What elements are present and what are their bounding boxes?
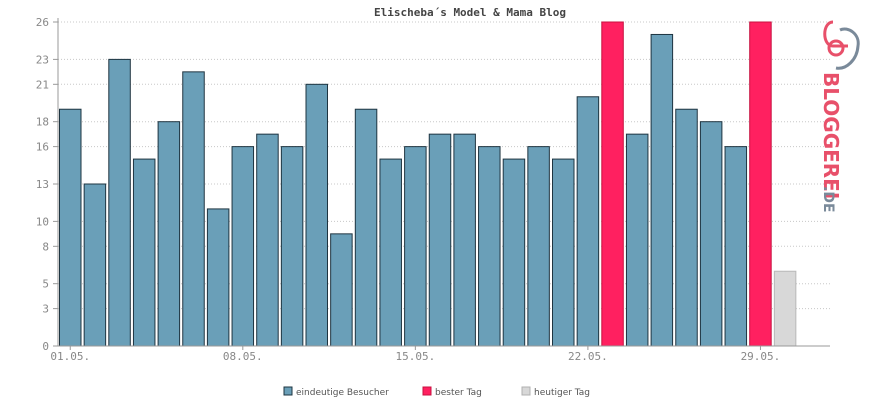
logo-text: BLOGGEREI xyxy=(819,72,843,199)
bar-visitors xyxy=(280,146,304,347)
x-tick-label: 08.05. xyxy=(223,350,263,363)
bar-visitors xyxy=(404,146,427,347)
logo-suffix: .DE xyxy=(820,186,836,213)
bar-best xyxy=(749,21,772,347)
x-tick-labels: 01.05. 08.05. 15.05. 22.05. 29.05. xyxy=(50,346,780,363)
bar-visitors xyxy=(724,146,748,347)
bar-visitors xyxy=(330,233,353,347)
y-tick-label: 18 xyxy=(36,116,49,129)
y-tick-label: 3 xyxy=(42,303,49,316)
bar-visitors xyxy=(552,158,575,347)
bar-visitors xyxy=(502,158,526,347)
y-tick-label: 13 xyxy=(36,178,49,191)
y-tick-label: 16 xyxy=(36,141,49,154)
bar-visitors xyxy=(132,158,156,347)
logo-icon xyxy=(823,20,860,70)
bar-visitors xyxy=(354,108,378,347)
bar-visitors xyxy=(527,146,550,347)
bar-visitors xyxy=(256,133,279,347)
y-tick-label: 8 xyxy=(42,240,49,253)
bar-visitors xyxy=(453,133,476,347)
bloggerei-logo: BLOGGEREI .DE xyxy=(819,20,860,213)
x-tick-label: 22.05. xyxy=(568,350,608,363)
bars xyxy=(59,21,797,347)
bar-visitors xyxy=(625,133,649,347)
legend-swatch-visitors xyxy=(283,386,293,396)
legend-label-today: heutiger Tag xyxy=(534,388,590,398)
bar-visitors xyxy=(428,133,452,347)
bar-today xyxy=(773,270,797,347)
y-tick-label: 0 xyxy=(42,340,49,353)
x-tick-label: 01.05. xyxy=(50,350,90,363)
bar-visitors xyxy=(59,108,82,347)
bar-visitors xyxy=(305,83,328,347)
legend-label-best: bester Tag xyxy=(435,388,482,398)
legend-label-visitors: eindeutige Besucher xyxy=(296,388,389,398)
x-tick-label: 15.05. xyxy=(395,350,435,363)
bar-visitors xyxy=(478,146,501,347)
legend-swatch-best xyxy=(422,386,432,396)
bar-visitors xyxy=(108,58,131,347)
legend-swatch-today xyxy=(521,386,531,396)
bar-visitors xyxy=(157,121,181,347)
legend: eindeutige Besucher bester Tag heutiger Ta… xyxy=(283,386,590,398)
y-tick-label: 10 xyxy=(36,215,49,228)
bar-visitors xyxy=(675,108,698,347)
bar-visitors xyxy=(576,96,600,347)
bar-visitors xyxy=(206,208,230,347)
y-tick-label: 23 xyxy=(36,53,49,66)
y-tick-labels: 0 3 5 8 10 13 16 18 21 23 26 xyxy=(36,16,58,353)
chart-title: Elischeba´s Model & Mama Blog xyxy=(374,6,566,19)
bar-visitors xyxy=(379,158,402,347)
y-tick-label: 26 xyxy=(36,16,49,29)
axes xyxy=(53,18,830,347)
bar-visitors xyxy=(231,146,255,347)
bar-visitors xyxy=(182,71,205,347)
bar-best xyxy=(601,21,624,347)
y-tick-label: 5 xyxy=(42,278,49,291)
x-tick-label: 29.05. xyxy=(741,350,781,363)
bar-visitors xyxy=(83,183,107,347)
bar-visitors xyxy=(650,33,674,347)
y-tick-label: 21 xyxy=(36,78,49,91)
bar-visitors xyxy=(699,121,723,347)
